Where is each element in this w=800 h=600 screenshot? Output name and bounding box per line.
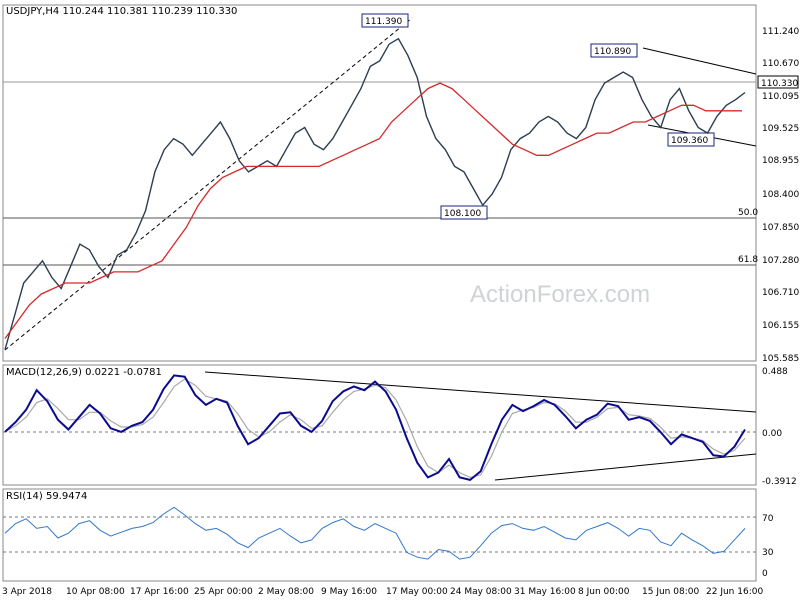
x-tick: 9 May 16:00 (321, 587, 377, 597)
macd-panel-frame (2, 364, 757, 486)
annotation-109360: 109.360 (671, 136, 708, 146)
x-tick: 17 Apr 16:00 (130, 587, 189, 597)
macd-panel-title: MACD(12,26,9) 0.0221 -0.0781 (6, 367, 162, 378)
price-axis: 111.240 110.670 110.095 109.525 108.955 … (762, 27, 799, 364)
price-tick: 108.400 (762, 190, 799, 200)
current-price-label: 110.330 (761, 79, 798, 89)
price-tick: 106.155 (762, 321, 799, 331)
rsi-panel-frame (2, 488, 757, 582)
channel-upper-line (642, 47, 757, 75)
macd-lower-trendline (494, 453, 757, 481)
x-tick: 25 Apr 00:00 (194, 587, 253, 597)
macd-upper-trendline (204, 371, 757, 413)
annotation-box (361, 13, 409, 28)
x-tick: 17 May 00:00 (386, 587, 448, 597)
macd-tick: 0.488 (762, 367, 788, 377)
annotation-box (590, 43, 638, 58)
price-panel-frame (2, 4, 757, 362)
annotation-box (440, 205, 488, 220)
rsi-tick: 30 (762, 548, 774, 558)
annotation-110890: 110.890 (594, 47, 631, 57)
x-axis: 3 Apr 2018 10 Apr 08:00 17 Apr 16:00 25 … (2, 587, 763, 597)
x-tick: 10 Apr 08:00 (66, 587, 125, 597)
macd-tick: -0.3912 (762, 477, 797, 487)
x-tick: 22 Jun 16:00 (706, 587, 763, 597)
rsi-panel-title: RSI(14) 59.9474 (6, 491, 87, 502)
price-panel-title: USDJPY,H4 110.244 110.381 110.239 110.33… (6, 6, 237, 17)
rsi-tick: 70 (762, 514, 774, 524)
price-tick: 109.525 (762, 124, 799, 134)
rsi-series (4, 506, 746, 560)
price-tick: 106.710 (762, 288, 799, 298)
fib-50-label: 50.0 (738, 208, 758, 218)
dashed-trendline (4, 17, 413, 351)
price-tick: 105.585 (762, 354, 799, 364)
x-tick: 2 May 08:00 (258, 587, 314, 597)
price-tick: 111.240 (762, 27, 799, 37)
current-price-box (757, 75, 799, 89)
price-series (4, 37, 746, 350)
price-tick: 108.955 (762, 156, 799, 166)
moving-average-series (4, 82, 742, 339)
macd-series (4, 374, 746, 481)
price-tick: 110.095 (762, 92, 799, 102)
price-tick: 107.850 (762, 223, 799, 233)
x-tick: 24 May 08:00 (450, 587, 512, 597)
fib-618-label: 61.8 (738, 255, 758, 265)
watermark: ActionForex.com (470, 281, 650, 308)
annotation-108100: 108.100 (444, 209, 481, 219)
rsi-tick: 0 (762, 569, 768, 579)
macd-tick: 0.00 (762, 429, 782, 439)
macd-signal-series (4, 378, 746, 479)
price-tick: 107.280 (762, 256, 799, 266)
annotation-111390: 111.390 (365, 17, 402, 27)
x-tick: 31 May 16:00 (514, 587, 576, 597)
price-tick: 110.670 (762, 59, 799, 69)
annotation-box (667, 132, 715, 147)
x-tick: 15 Jun 08:00 (642, 587, 699, 597)
x-tick: 8 Jun 00:00 (578, 587, 630, 597)
x-tick: 3 Apr 2018 (2, 587, 52, 597)
